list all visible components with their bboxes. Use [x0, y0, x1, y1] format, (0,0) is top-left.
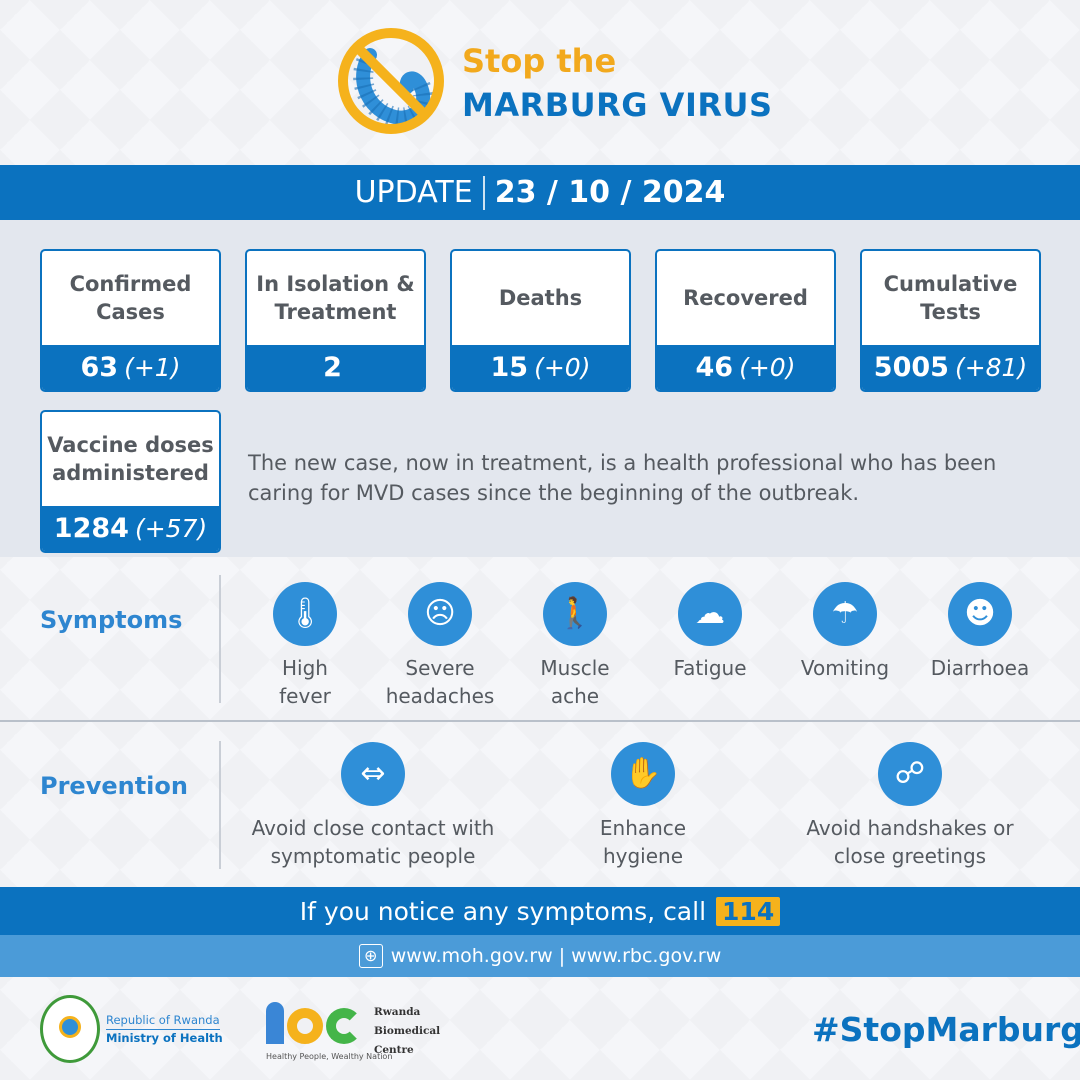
divider [482, 175, 485, 210]
no-virus-icon [338, 28, 444, 134]
stat-card-deaths: Deaths 15 (+0) [450, 249, 631, 392]
stat-value: 46 [695, 352, 734, 383]
stat-label: Vaccine doses [47, 433, 214, 457]
distance-icon: ⇔ [341, 742, 405, 806]
stat-label: Cases [96, 300, 165, 324]
stat-value: 2 [323, 352, 342, 383]
rbc-logo [266, 994, 362, 1044]
stat-label: Confirmed [69, 272, 192, 296]
symptom-headache: ☹ Severe headaches [375, 582, 505, 710]
stat-value: 5005 [873, 352, 949, 383]
moh-line1: Republic of Rwanda [106, 1013, 220, 1030]
divider [0, 720, 1080, 722]
stat-change: (+0) [534, 353, 591, 382]
vomiting-icon: ☂ [813, 582, 877, 646]
stat-label: Treatment [274, 300, 397, 324]
diarrhoea-icon: ☻ [948, 582, 1012, 646]
stat-card-isolation: In Isolation & Treatment 2 [245, 249, 426, 392]
symptom-muscle-ache: 🚶 Muscle ache [515, 582, 635, 710]
title-stop-the: Stop the [462, 42, 617, 80]
symptom-diarrhoea: ☻ Diarrhoea [920, 582, 1040, 682]
fatigue-icon: ☁ [678, 582, 742, 646]
stat-card-tests: Cumulative Tests 5005 (+81) [860, 249, 1041, 392]
stat-card-recovered: Recovered 46 (+0) [655, 249, 836, 392]
prevention-avoid-contact: ⇔ Avoid close contact with symptomatic peo… [243, 742, 503, 870]
stat-value: 1284 [53, 513, 129, 544]
divider [219, 741, 221, 869]
stat-value: 15 [490, 352, 529, 383]
update-date: 23 / 10 / 2024 [494, 175, 726, 210]
thermometer-icon: 🌡 [273, 582, 337, 646]
divider [219, 575, 221, 703]
stat-change: (+0) [739, 353, 796, 382]
symptom-fatigue: ☁ Fatigue [650, 582, 770, 682]
websites-links[interactable]: www.moh.gov.rw | www.rbc.gov.rw [390, 945, 722, 967]
update-label: UPDATE [354, 175, 473, 210]
headache-icon: ☹ [408, 582, 472, 646]
rbc-name: Rwanda Biomedical Centre [374, 1006, 441, 1056]
websites-bar: ⊕ www.moh.gov.rw | www.rbc.gov.rw [0, 935, 1080, 977]
symptom-vomiting: ☂ Vomiting [785, 582, 905, 682]
title-marburg-virus: MARBURG VIRUS [462, 86, 773, 124]
stat-card-vaccine: Vaccine doses administered 1284 (+57) [40, 410, 221, 553]
update-note: The new case, now in treatment, is a hea… [248, 451, 997, 505]
stat-change: (+57) [134, 514, 208, 543]
call-banner: If you notice any symptoms, call 114 [0, 887, 1080, 935]
stat-label: In Isolation & [256, 272, 415, 296]
stat-label: Tests [920, 300, 981, 324]
prevention-no-handshake: ☍ Avoid handshakes or close greetings [790, 742, 1030, 870]
prevention-hygiene: ✋ Enhance hygiene [563, 742, 723, 870]
hotline-number[interactable]: 114 [716, 896, 781, 926]
hashtag: #StopMarburg [812, 1010, 1080, 1049]
stat-label: Recovered [683, 286, 808, 310]
handwash-icon: ✋ [611, 742, 675, 806]
stat-label: administered [52, 461, 209, 485]
prevention-heading: Prevention [40, 772, 188, 800]
stat-label: Deaths [498, 286, 583, 310]
stat-value: 63 [80, 352, 119, 383]
muscle-ache-icon: 🚶 [543, 582, 607, 646]
stat-change: (+1) [124, 353, 181, 382]
rwanda-coat-of-arms-logo [40, 995, 100, 1063]
stat-label: Cumulative [883, 272, 1018, 296]
call-text: If you notice any symptoms, call [299, 896, 707, 926]
handshake-icon: ☍ [878, 742, 942, 806]
stat-card-confirmed: Confirmed Cases 63 (+1) [40, 249, 221, 392]
update-banner: UPDATE 23 / 10 / 2024 [0, 165, 1080, 220]
symptom-high-fever: 🌡 High fever [245, 582, 365, 710]
moh-line2: Ministry of Health [106, 1031, 223, 1045]
rbc-tagline: Healthy People, Wealthy Nation [266, 1052, 393, 1061]
symptoms-heading: Symptoms [40, 606, 183, 634]
stat-change: (+81) [954, 353, 1028, 382]
globe-icon: ⊕ [358, 944, 383, 968]
